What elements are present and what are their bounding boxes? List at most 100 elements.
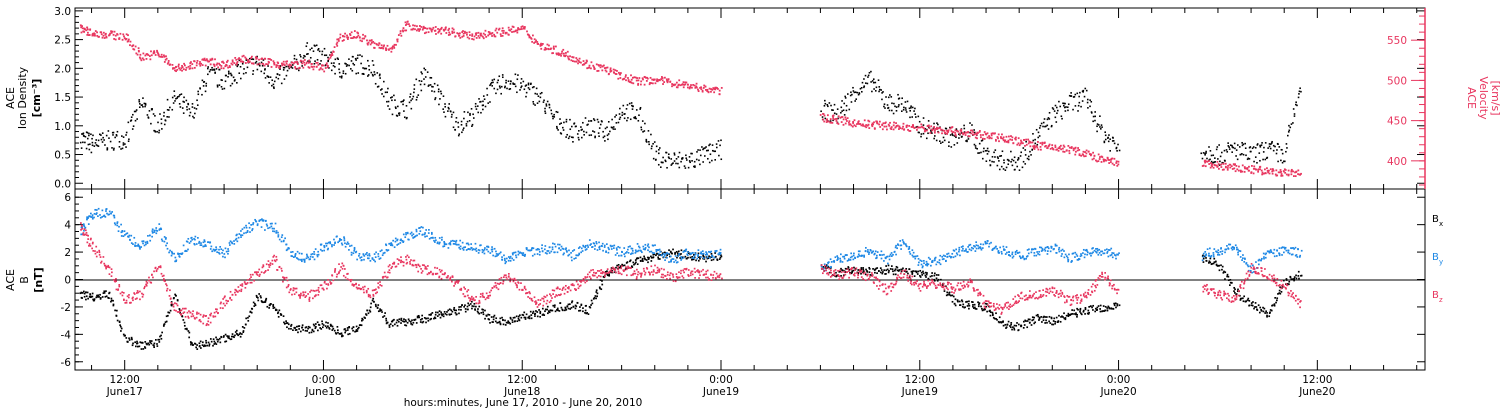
density-point bbox=[1060, 115, 1063, 118]
velocity-point bbox=[658, 79, 661, 82]
velocity-point bbox=[1202, 164, 1205, 167]
by-point bbox=[454, 243, 457, 245]
velocity-point bbox=[396, 40, 399, 43]
density-point bbox=[514, 85, 517, 88]
bx-point bbox=[322, 324, 325, 326]
velocity-point bbox=[1007, 141, 1010, 144]
density-point bbox=[188, 114, 191, 117]
velocity-point bbox=[1271, 172, 1274, 175]
velocity-point bbox=[1004, 139, 1007, 142]
bx-point bbox=[404, 324, 406, 326]
density-point bbox=[534, 92, 537, 95]
density-point bbox=[545, 103, 548, 105]
density-point bbox=[976, 147, 978, 150]
density-point bbox=[866, 82, 869, 85]
velocity-point bbox=[523, 26, 525, 29]
by-point bbox=[129, 238, 131, 241]
density-point bbox=[493, 78, 496, 81]
velocity-point bbox=[576, 58, 579, 61]
velocity-point bbox=[202, 58, 204, 61]
by-point bbox=[326, 242, 329, 245]
density-point bbox=[193, 117, 195, 119]
velocity-point bbox=[221, 60, 224, 63]
velocity-point bbox=[669, 80, 672, 83]
density-point bbox=[186, 106, 188, 108]
velocity-point bbox=[653, 78, 656, 81]
density-point bbox=[883, 105, 885, 108]
density-point bbox=[480, 111, 482, 114]
density-point bbox=[560, 122, 562, 125]
bx-point bbox=[183, 321, 186, 324]
bx-point bbox=[578, 309, 580, 312]
density-point bbox=[420, 89, 423, 92]
bx-point bbox=[1045, 316, 1048, 318]
by-point bbox=[240, 234, 242, 236]
velocity-point bbox=[153, 50, 156, 53]
by-point bbox=[179, 252, 182, 255]
velocity-point bbox=[245, 57, 248, 60]
density-point bbox=[1244, 147, 1247, 150]
velocity-point bbox=[1039, 148, 1042, 151]
density-point bbox=[1037, 131, 1040, 134]
velocity-point bbox=[315, 65, 318, 68]
density-point bbox=[405, 105, 408, 107]
bx-point bbox=[1040, 316, 1043, 318]
density-point bbox=[830, 104, 832, 107]
velocity-point bbox=[138, 50, 140, 53]
bx-point bbox=[260, 300, 263, 302]
velocity-point bbox=[531, 40, 534, 43]
velocity-point bbox=[952, 131, 955, 133]
bx-point bbox=[991, 314, 994, 317]
velocity-point bbox=[1276, 174, 1279, 177]
velocity-point bbox=[1267, 171, 1270, 174]
density-point bbox=[997, 157, 999, 160]
velocity-point bbox=[266, 63, 269, 66]
bx-point bbox=[238, 333, 241, 336]
bx-point bbox=[187, 330, 190, 332]
by-point bbox=[405, 233, 407, 236]
bx-point bbox=[179, 312, 182, 314]
by-point bbox=[230, 241, 233, 244]
by-point bbox=[378, 258, 381, 260]
by-point bbox=[227, 252, 229, 255]
density-point bbox=[1046, 118, 1049, 121]
by-point bbox=[350, 254, 353, 256]
velocity-point bbox=[1092, 151, 1095, 154]
velocity-point bbox=[1032, 147, 1035, 149]
velocity-point bbox=[1002, 136, 1005, 139]
by-point bbox=[170, 254, 173, 257]
bx-point bbox=[574, 307, 577, 310]
by-point bbox=[349, 245, 351, 247]
density-point bbox=[673, 152, 676, 155]
velocity-point bbox=[184, 64, 186, 67]
density-point bbox=[373, 71, 376, 73]
velocity-point bbox=[852, 122, 855, 124]
density-point bbox=[1281, 161, 1284, 164]
density-point bbox=[1208, 146, 1210, 148]
velocity-point bbox=[676, 86, 679, 89]
bx-point bbox=[160, 337, 163, 340]
velocity-point bbox=[639, 83, 642, 86]
density-point bbox=[1039, 124, 1042, 127]
density-point bbox=[1062, 102, 1064, 105]
by-point bbox=[139, 247, 141, 250]
density-point bbox=[1293, 113, 1296, 115]
bx-point bbox=[985, 305, 988, 308]
density-point bbox=[486, 94, 489, 96]
by-point bbox=[113, 222, 116, 224]
density-point bbox=[659, 147, 661, 149]
density-point bbox=[334, 65, 336, 68]
density-point bbox=[327, 56, 329, 59]
velocity-point bbox=[158, 55, 161, 58]
density-point bbox=[179, 106, 182, 108]
density-point bbox=[615, 122, 618, 124]
bx-point bbox=[977, 301, 979, 304]
bx-point bbox=[1279, 292, 1282, 295]
density-point bbox=[557, 129, 559, 131]
velocity-point bbox=[842, 123, 845, 126]
density-point bbox=[824, 102, 827, 105]
density-point bbox=[299, 54, 301, 56]
bx-point bbox=[120, 330, 122, 332]
by-point bbox=[224, 256, 226, 259]
bx-point bbox=[288, 327, 290, 330]
